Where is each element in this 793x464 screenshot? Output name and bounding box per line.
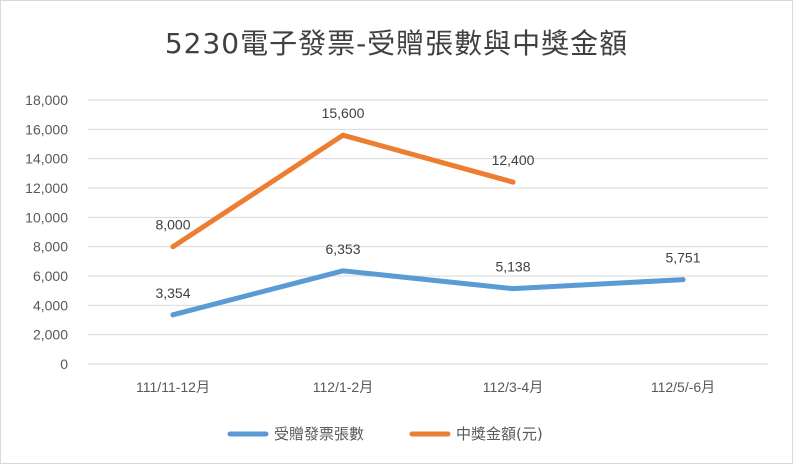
data-point: [170, 312, 176, 318]
y-tick-label: 4,000: [33, 297, 68, 313]
legend-label: 中獎金額(元): [456, 425, 543, 443]
legend-label: 受贈發票張數: [274, 425, 364, 443]
data-point: [340, 268, 346, 274]
y-tick-label: 14,000: [25, 151, 68, 167]
x-tick-label: 112/5/-6月: [651, 379, 715, 395]
data-labels: 3,354 6,353 5,138 5,751 8,000 15,600 12,400: [155, 105, 700, 301]
chart-title: 5230電子發票-受贈張數與中獎金額: [164, 27, 629, 60]
y-tick-label: 8,000: [33, 239, 68, 255]
y-tick-label: 2,000: [33, 327, 68, 343]
data-point: [170, 244, 176, 250]
series-line-1: [170, 132, 516, 250]
data-point: [510, 179, 516, 185]
y-tick-label: 12,000: [25, 180, 68, 196]
series-lines: [170, 132, 686, 318]
data-label: 12,400: [492, 152, 535, 168]
data-point: [680, 277, 686, 283]
y-tick-label: 0: [60, 356, 68, 372]
data-label: 6,353: [325, 241, 360, 257]
gridlines: [88, 99, 768, 365]
data-point: [340, 132, 346, 138]
series-line-0: [170, 268, 686, 318]
y-tick-label: 16,000: [25, 121, 68, 137]
y-tick-label: 18,000: [25, 92, 68, 108]
x-tick-label: 112/3-4月: [483, 379, 543, 395]
x-tick-label: 111/11-12月: [136, 379, 210, 395]
legend: 受贈發票張數 中獎金額(元): [227, 425, 543, 443]
x-axis-ticks: 111/11-12月 112/1-2月 112/3-4月 112/5/-6月: [136, 379, 715, 395]
x-tick-label: 112/1-2月: [313, 379, 373, 395]
data-label: 5,751: [665, 250, 700, 266]
y-tick-label: 10,000: [25, 209, 68, 225]
data-label: 15,600: [322, 105, 365, 121]
data-point: [510, 286, 516, 292]
data-label: 8,000: [155, 217, 190, 233]
data-label: 5,138: [495, 259, 530, 275]
y-tick-label: 6,000: [33, 268, 68, 284]
y-axis-ticks: 0 2,000 4,000 6,000 8,000 10,000 12,000 14,000 1…: [25, 92, 68, 372]
data-label: 3,354: [155, 285, 190, 301]
